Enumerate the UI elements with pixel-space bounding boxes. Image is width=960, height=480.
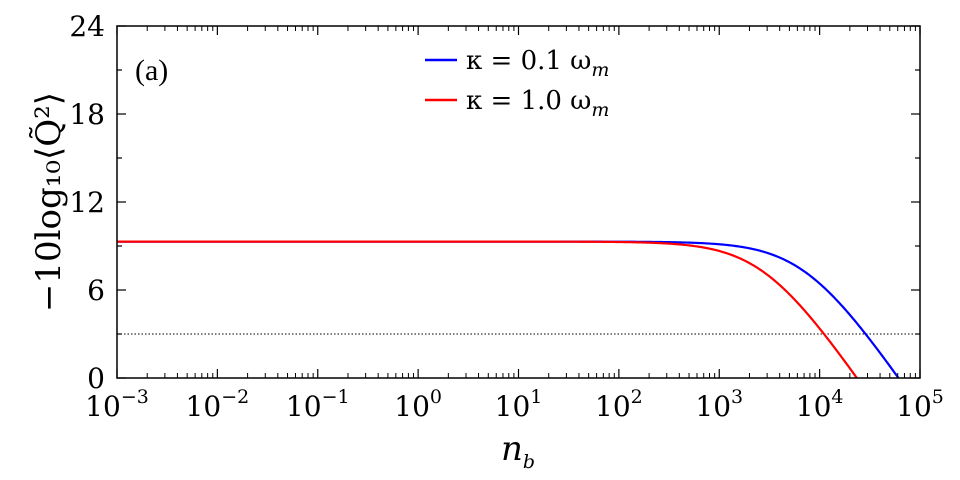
- y-axis-label: −10log₁₀⟨Q̃²⟩: [29, 92, 69, 312]
- panel-label: (a): [135, 54, 168, 87]
- series-group: [117, 240, 900, 379]
- legend-label-sub: m: [591, 99, 609, 121]
- x-tick-label: 102: [595, 386, 643, 423]
- x-tick-exponent: −2: [221, 386, 249, 408]
- y-tick-label: 6: [87, 274, 105, 307]
- x-tick-base: 10: [896, 390, 932, 423]
- x-tick-base: 10: [394, 390, 430, 423]
- x-tick-label: 10−1: [286, 386, 350, 423]
- x-tick-base: 10: [796, 390, 832, 423]
- y-tick-label: 12: [69, 186, 105, 219]
- x-tick-exponent: −3: [121, 386, 149, 408]
- series-line-1: [117, 240, 900, 379]
- x-tick-exponent: −1: [322, 386, 350, 408]
- x-tick-label: 105: [896, 386, 944, 423]
- x-tick-base: 10: [85, 390, 121, 423]
- legend-label-main: κ = 1.0 ω: [466, 86, 591, 116]
- x-tick-exponent: 2: [631, 386, 643, 408]
- legend-label-sub: m: [591, 59, 609, 81]
- y-tick-labels: 0 6 12 18 24: [69, 10, 105, 395]
- y-tick-label: 0: [87, 362, 105, 395]
- x-tick-base: 10: [595, 390, 631, 423]
- x-tick-exponent: 4: [831, 386, 843, 408]
- x-tick-exponent: 0: [430, 386, 442, 408]
- x-tick-base: 10: [695, 390, 731, 423]
- legend-label-main: κ = 0.1 ω: [466, 46, 591, 76]
- ticks-group: [116, 25, 921, 379]
- legend-label-1: κ = 0.1 ωm: [466, 46, 609, 81]
- plot-frame: [116, 25, 921, 379]
- x-tick-label: 104: [796, 386, 844, 423]
- y-tick-label: 18: [69, 98, 105, 131]
- x-tick-label: 10−3: [85, 386, 149, 423]
- x-tick-exponent: 1: [530, 386, 542, 408]
- x-tick-label: 103: [695, 386, 743, 423]
- x-axis-label-main: n: [501, 429, 523, 469]
- x-axis-label-sub: b: [523, 451, 535, 473]
- series-line-2: [117, 240, 858, 379]
- x-tick-exponent: 5: [932, 386, 944, 408]
- x-axis-label: nb: [501, 429, 535, 473]
- x-tick-label: 10−2: [186, 386, 250, 423]
- legend-label-2: κ = 1.0 ωm: [466, 86, 609, 121]
- x-tick-labels: 10−3 10−2 10−1 100 101 102 103 104 105: [85, 386, 944, 423]
- x-tick-label: 100: [394, 386, 442, 423]
- legend: κ = 0.1 ωmκ = 1.0 ωm: [425, 46, 609, 121]
- x-tick-base: 10: [186, 390, 222, 423]
- x-tick-exponent: 3: [731, 386, 743, 408]
- x-tick-label: 101: [495, 386, 543, 423]
- x-tick-base: 10: [495, 390, 531, 423]
- y-tick-label: 24: [69, 10, 105, 43]
- x-tick-base: 10: [286, 390, 322, 423]
